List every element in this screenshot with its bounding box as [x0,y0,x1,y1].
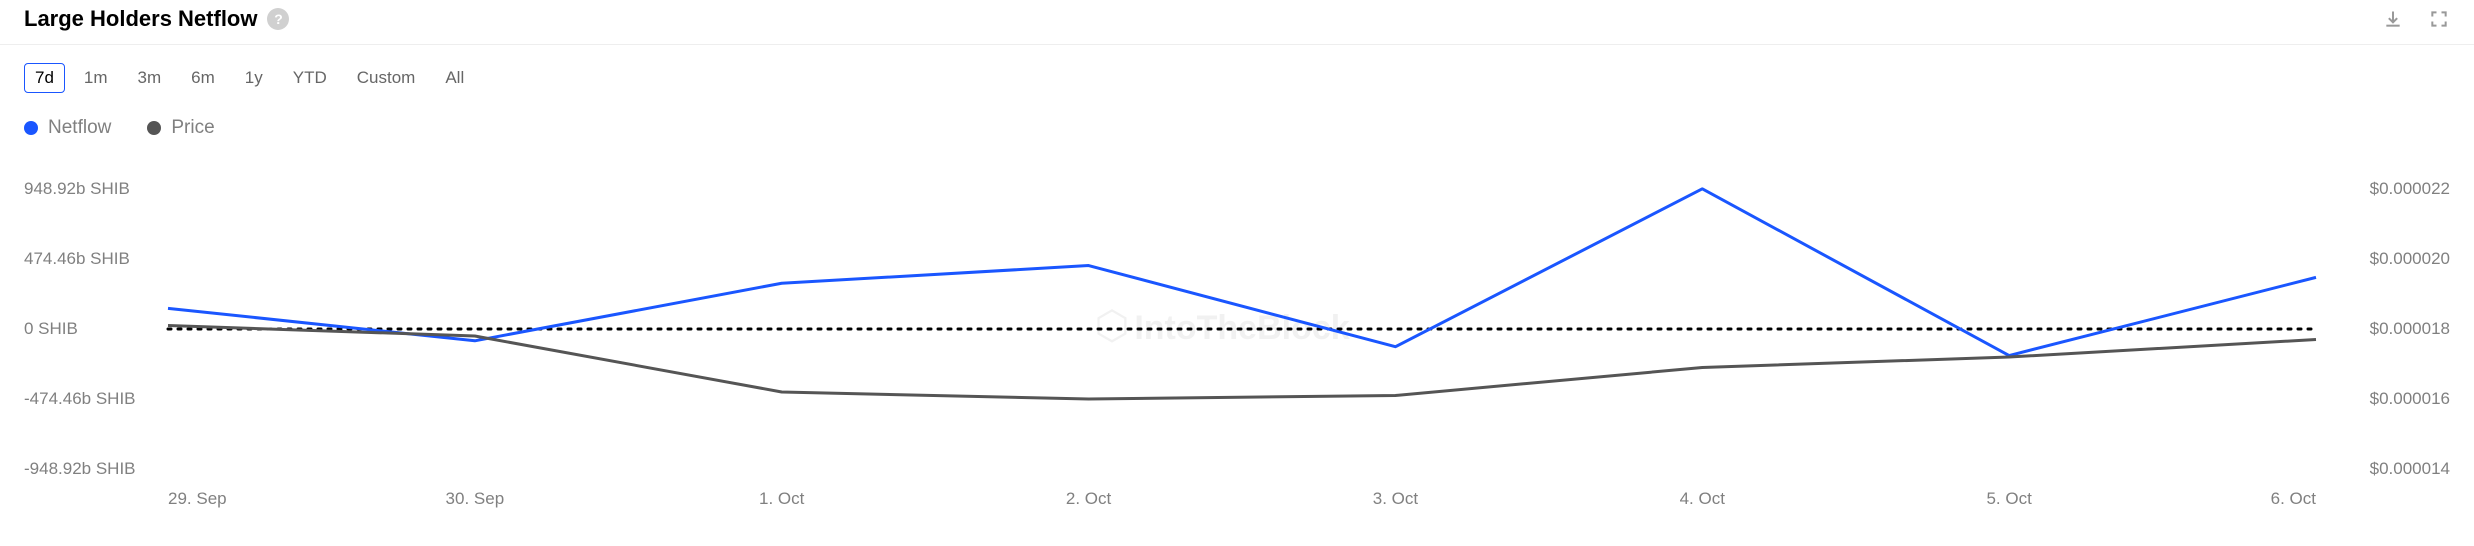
fullscreen-icon[interactable] [2428,8,2450,30]
range-1y[interactable]: 1y [234,63,274,93]
header-actions [2382,8,2450,30]
download-icon[interactable] [2382,8,2404,30]
legend-swatch [147,121,161,135]
range-6m[interactable]: 6m [180,63,226,93]
legend-label: Netflow [48,117,111,139]
legend-item-price[interactable]: Price [147,117,214,139]
header: Large Holders Netflow ? [0,0,2474,44]
widget-container: Large Holders Netflow ? 7d 1m 3m6m 1y YTD Cus… [0,0,2474,546]
range-7d[interactable]: 7d [24,63,65,93]
help-icon[interactable]: ? [267,8,289,30]
chart-area: 948.92b SHIB474.46b SHIB0 SHIB-474.46b S… [18,149,2456,509]
chart-svg: IntoTheBlock⬡ [18,149,2456,509]
range-controls: 7d 1m 3m6m 1y YTD CustomAll [0,45,2474,93]
legend: Netflow Price [0,93,2474,149]
svg-text:⬡: ⬡ [1095,304,1130,348]
range-3m[interactable]: 3m [127,63,173,93]
range-1m[interactable]: 1m [73,63,119,93]
legend-label: Price [171,117,214,139]
range-custom[interactable]: Custom [346,63,427,93]
legend-swatch [24,121,38,135]
chart-title: Large Holders Netflow [24,6,257,32]
range-ytd[interactable]: YTD [282,63,338,93]
title-wrap: Large Holders Netflow ? [24,6,289,32]
legend-item-netflow[interactable]: Netflow [24,117,111,139]
range-all[interactable]: All [434,63,475,93]
